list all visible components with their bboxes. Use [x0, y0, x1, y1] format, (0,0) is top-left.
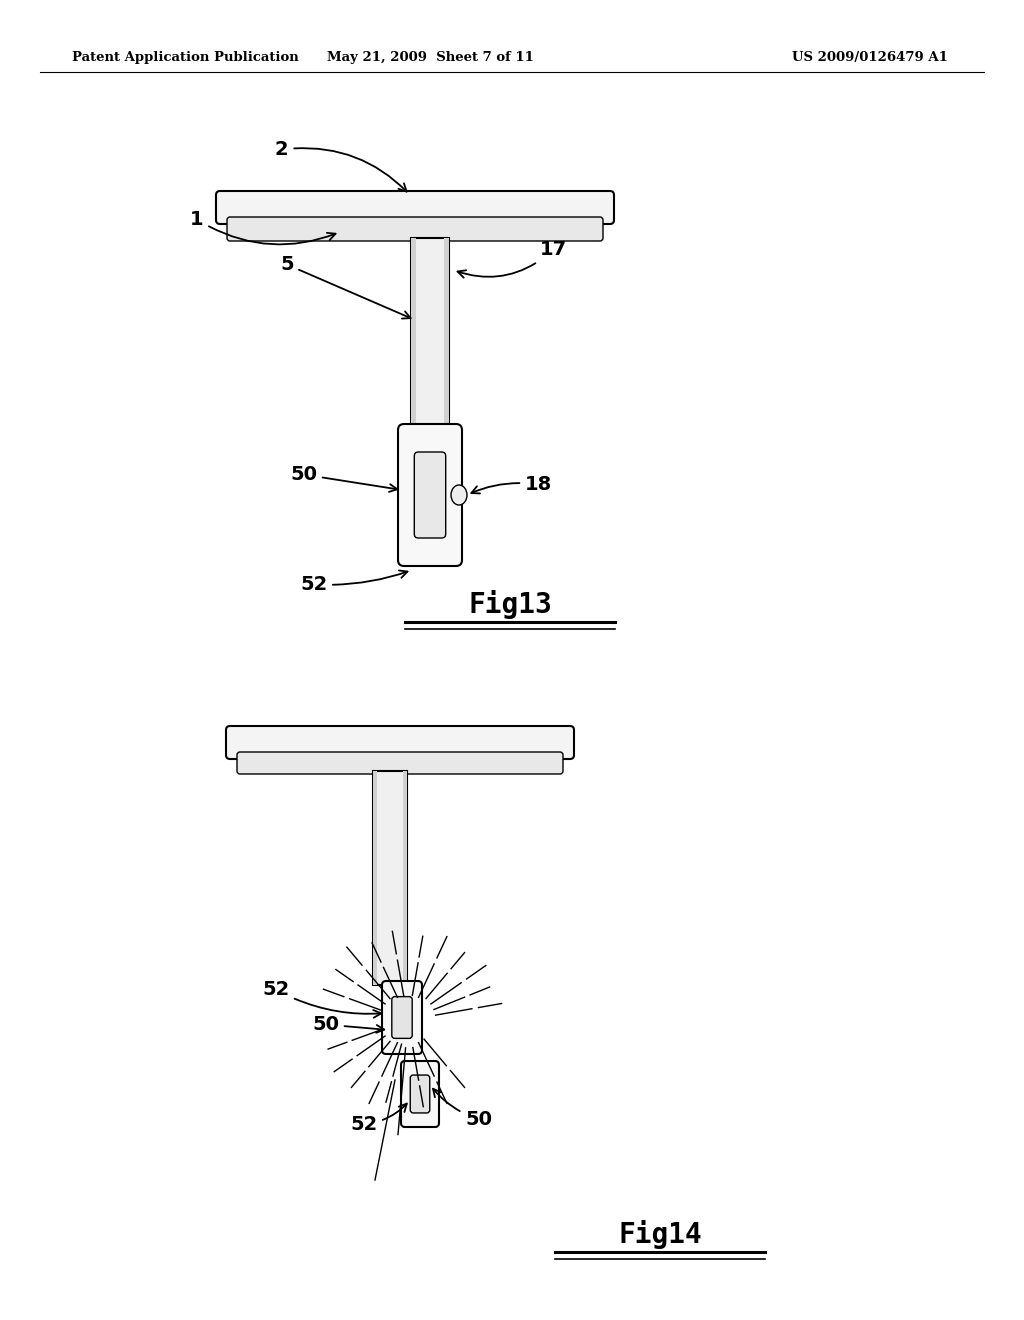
- Text: Fig13: Fig13: [468, 590, 552, 619]
- Text: 1: 1: [190, 210, 336, 244]
- Text: 17: 17: [458, 240, 567, 277]
- Text: 50: 50: [433, 1089, 492, 1129]
- Text: 50: 50: [312, 1015, 384, 1034]
- FancyBboxPatch shape: [237, 752, 563, 774]
- Text: 50: 50: [290, 465, 397, 492]
- Bar: [444, 238, 449, 430]
- FancyBboxPatch shape: [227, 216, 603, 242]
- Text: 2: 2: [275, 140, 407, 191]
- Bar: [411, 238, 416, 430]
- Text: 5: 5: [280, 255, 411, 318]
- FancyBboxPatch shape: [401, 1061, 439, 1127]
- Text: Fig14: Fig14: [618, 1220, 701, 1249]
- FancyBboxPatch shape: [398, 424, 462, 566]
- Bar: [402, 771, 407, 985]
- Ellipse shape: [451, 484, 467, 506]
- FancyBboxPatch shape: [382, 981, 422, 1053]
- Text: 18: 18: [471, 475, 552, 494]
- Bar: [373, 771, 378, 985]
- FancyBboxPatch shape: [226, 726, 574, 759]
- Text: Patent Application Publication: Patent Application Publication: [72, 51, 299, 65]
- Bar: [411, 238, 449, 430]
- Text: 52: 52: [300, 570, 408, 594]
- Text: 52: 52: [350, 1104, 407, 1134]
- Text: May 21, 2009  Sheet 7 of 11: May 21, 2009 Sheet 7 of 11: [327, 51, 534, 65]
- Text: 52: 52: [262, 979, 381, 1018]
- FancyBboxPatch shape: [216, 191, 614, 224]
- FancyBboxPatch shape: [411, 1074, 430, 1113]
- Bar: [373, 771, 407, 985]
- FancyBboxPatch shape: [415, 451, 445, 539]
- FancyBboxPatch shape: [392, 997, 413, 1039]
- Text: US 2009/0126479 A1: US 2009/0126479 A1: [792, 51, 948, 65]
